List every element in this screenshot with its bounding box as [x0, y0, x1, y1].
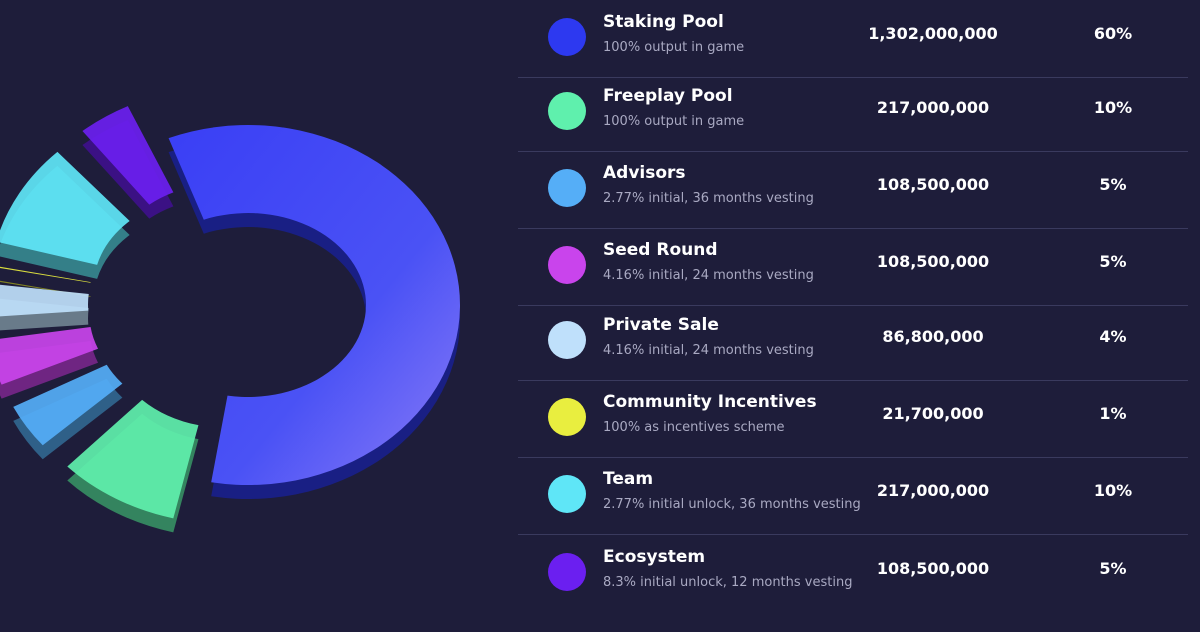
- donut-slice: [0, 151, 130, 265]
- allocation-description: 4.16% initial, 24 months vesting: [603, 343, 814, 358]
- allocation-donut-chart: [0, 0, 510, 632]
- donut-slice: [0, 266, 91, 283]
- allocation-row: Seed Round 4.16% initial, 24 months vesti…: [518, 228, 1188, 306]
- allocation-amount: 1,302,000,000: [868, 24, 998, 43]
- donut-slice: [67, 399, 199, 519]
- donut-top-layer: [0, 106, 461, 519]
- allocation-description: 8.3% initial unlock, 12 months vesting: [603, 575, 853, 590]
- allocation-row: Staking Pool 100% output in game 1,302,000…: [518, 0, 1188, 78]
- allocation-description: 2.77% initial, 36 months vesting: [603, 191, 814, 206]
- allocation-name: Seed Round: [603, 240, 718, 260]
- legend-color-dot: [548, 475, 586, 513]
- allocation-name: Advisors: [603, 163, 686, 183]
- allocation-name: Community Incentives: [603, 392, 817, 412]
- allocation-row: Private Sale 4.16% initial, 24 months ves…: [518, 303, 1188, 381]
- allocation-row: Community Incentives 100% as incentives s…: [518, 380, 1188, 458]
- allocation-description: 2.77% initial unlock, 36 months vesting: [603, 497, 861, 512]
- allocation-amount: 217,000,000: [876, 481, 990, 500]
- allocation-description: 100% output in game: [603, 114, 745, 129]
- allocation-name: Private Sale: [603, 315, 719, 335]
- allocation-amount: 21,700,000: [882, 404, 984, 423]
- allocation-row: Ecosystem 8.3% initial unlock, 12 months …: [518, 535, 1188, 612]
- allocation-name: Freeplay Pool: [603, 86, 733, 106]
- allocation-row: Freeplay Pool 100% output in game 217,000,…: [518, 74, 1188, 152]
- allocation-name: Team: [603, 469, 654, 489]
- allocation-name: Ecosystem: [603, 547, 706, 567]
- legend-color-dot: [548, 169, 586, 207]
- legend-color-dot: [548, 18, 586, 56]
- allocation-amount: 217,000,000: [876, 98, 990, 117]
- legend-color-dot: [548, 398, 586, 436]
- allocation-percent: 1%: [1099, 404, 1127, 423]
- allocation-percent: 5%: [1099, 175, 1127, 194]
- legend-color-dot: [548, 553, 586, 591]
- allocation-percent: 10%: [1093, 98, 1133, 117]
- allocation-percent: 60%: [1093, 24, 1133, 43]
- allocation-percent: 5%: [1099, 559, 1127, 578]
- donut-slice: [0, 327, 99, 385]
- donut-slice: [168, 124, 461, 485]
- donut-chart-svg: [0, 106, 461, 533]
- allocation-description: 100% as incentives scheme: [603, 420, 785, 435]
- donut-slice: [13, 364, 123, 446]
- allocation-description: 100% output in game: [603, 40, 745, 55]
- allocation-row: Team 2.77% initial unlock, 36 months vest…: [518, 457, 1188, 535]
- legend-color-dot: [548, 92, 586, 130]
- allocation-percent: 10%: [1093, 481, 1133, 500]
- allocation-percent: 5%: [1099, 252, 1127, 271]
- allocation-amount: 108,500,000: [876, 252, 990, 271]
- allocation-row: Advisors 2.77% initial, 36 months vesting…: [518, 151, 1188, 229]
- legend-color-dot: [548, 321, 586, 359]
- allocation-amount: 86,800,000: [882, 327, 984, 346]
- allocation-amount: 108,500,000: [876, 559, 990, 578]
- allocation-amount: 108,500,000: [876, 175, 990, 194]
- legend-color-dot: [548, 246, 586, 284]
- allocation-table: Staking Pool 100% output in game 1,302,000…: [518, 0, 1188, 632]
- donut-slice: [82, 106, 174, 205]
- donut-slice: [0, 284, 89, 317]
- allocation-description: 4.16% initial, 24 months vesting: [603, 268, 814, 283]
- allocation-name: Staking Pool: [603, 12, 724, 32]
- allocation-percent: 4%: [1099, 327, 1127, 346]
